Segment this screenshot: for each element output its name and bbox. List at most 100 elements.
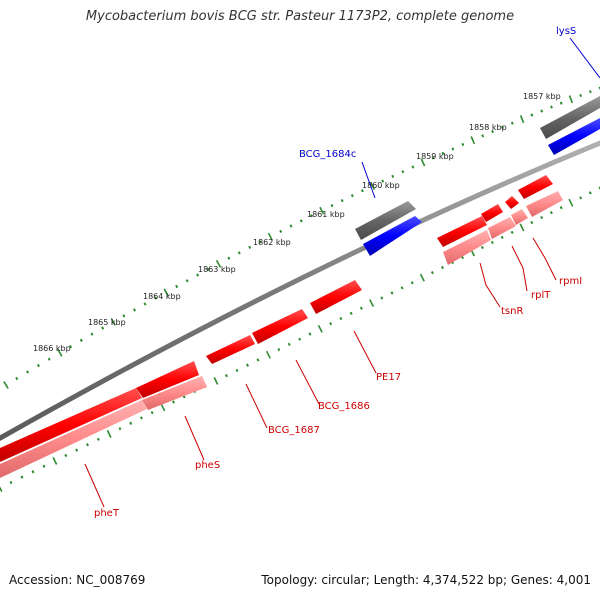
- cds-block-lysS-grey[interactable]: [540, 96, 600, 139]
- scale-label-1866-kbp: 1866 kbp: [33, 344, 71, 353]
- inner-scale-minor-tick: [588, 191, 592, 195]
- label-tsnR[interactable]: tsnR: [501, 306, 523, 317]
- cds-block-BCG_1684c-grey[interactable]: [355, 201, 416, 240]
- inner-scale-minor-tick: [540, 215, 544, 220]
- inner-scale-minor-tick: [410, 281, 414, 285]
- inner-scale-minor-tick: [172, 400, 175, 404]
- outer-scale-major-tick: [57, 348, 63, 357]
- outer-scale-major-tick: [163, 288, 169, 297]
- gene-pheS[interactable]: [142, 376, 207, 410]
- inner-scale-major-tick: [317, 324, 323, 333]
- outer-scale-major-tick: [267, 232, 273, 241]
- gene-rplT[interactable]: [488, 217, 516, 239]
- gene-infC[interactable]: [526, 191, 563, 217]
- cds-rplT[interactable]: [481, 204, 503, 222]
- outer-scale-minor-tick: [289, 224, 293, 228]
- outer-scale-minor-tick: [579, 93, 583, 98]
- label-pheS[interactable]: pheS: [195, 460, 220, 471]
- cds-pheS[interactable]: [136, 361, 199, 398]
- cds-infC[interactable]: [518, 175, 553, 199]
- label-PE17[interactable]: PE17: [376, 372, 401, 383]
- outer-scale-minor-tick: [36, 363, 40, 368]
- outer-scale-minor-tick: [588, 90, 592, 94]
- outer-scale-major-tick: [215, 259, 222, 268]
- reverse-strand-cds: [0, 175, 553, 462]
- outer-scale-minor-tick: [481, 134, 485, 138]
- cds-BCG_1686[interactable]: [252, 309, 308, 344]
- leader-tsnR: [479, 262, 501, 308]
- inner-scale-minor-tick: [235, 368, 239, 373]
- label-BCG_1687[interactable]: BCG_1687: [268, 425, 320, 436]
- inner-scale-minor-tick: [430, 271, 434, 275]
- outer-scale-minor-tick: [47, 357, 51, 361]
- scale-label-1857-kbp: 1857 kbp: [523, 92, 561, 101]
- inner-scale-minor-tick: [139, 416, 143, 420]
- inner-scale-minor-tick: [579, 196, 583, 200]
- scale-label-1861-kbp: 1861 kbp: [307, 210, 345, 219]
- inner-scale-major-tick: [106, 430, 112, 438]
- reverse-strand-genes: [0, 191, 563, 478]
- inner-scale-minor-tick: [441, 265, 444, 270]
- inner-scale-minor-tick: [75, 448, 79, 452]
- inner-scale-minor-tick: [287, 342, 291, 346]
- inner-scale-minor-tick: [549, 210, 553, 215]
- outer-scale-minor-tick: [154, 296, 158, 300]
- scale-label-1864-kbp: 1864 kbp: [143, 292, 181, 301]
- label-BCG_1684c[interactable]: BCG_1684c: [299, 149, 356, 160]
- leader-rpmI: [532, 237, 557, 281]
- inner-scale-ticks: [0, 186, 600, 492]
- inner-scale-minor-tick: [246, 363, 249, 367]
- outer-scale-minor-tick: [451, 147, 455, 151]
- outer-scale-minor-tick: [196, 273, 200, 277]
- cds-BCG_1687[interactable]: [206, 335, 255, 364]
- outer-scale-minor-tick: [79, 338, 83, 343]
- label-rpmI[interactable]: rpmI: [559, 276, 582, 287]
- inner-scale-minor-tick: [20, 475, 24, 479]
- cds-PE17[interactable]: [310, 280, 362, 314]
- gene-block-lysS-blue[interactable]: [548, 118, 600, 155]
- outer-scale-minor-tick: [559, 101, 563, 105]
- scale-label-1859-kbp: 1859 kbp: [416, 152, 454, 161]
- outer-scale-minor-tick: [491, 130, 495, 134]
- inner-scale-major-tick: [419, 273, 425, 282]
- outer-scale-major-tick: [319, 206, 325, 215]
- scale-label-1863-kbp: 1863 kbp: [198, 265, 236, 274]
- outer-scale-minor-tick: [143, 302, 147, 306]
- outer-scale-minor-tick: [248, 245, 252, 249]
- inner-scale-minor-tick: [42, 464, 46, 468]
- outer-scale-minor-tick: [461, 142, 465, 147]
- label-rplT[interactable]: rplT: [531, 290, 551, 301]
- outer-scale-minor-tick: [258, 240, 262, 244]
- scale-label-1865-kbp: 1865 kbp: [88, 318, 126, 327]
- outer-scale-major-tick: [420, 158, 426, 167]
- inner-scale-minor-tick: [150, 411, 154, 415]
- cds-pheT[interactable]: [0, 388, 142, 462]
- inner-scale-minor-tick: [480, 245, 484, 250]
- label-lysS[interactable]: lysS: [556, 26, 576, 37]
- label-BCG_1686[interactable]: BCG_1686: [318, 401, 370, 412]
- inner-scale-minor-tick: [298, 337, 302, 341]
- inner-scale-minor-tick: [500, 235, 504, 240]
- label-pheT[interactable]: pheT: [94, 508, 120, 519]
- gene-rpmI[interactable]: [511, 209, 528, 225]
- inner-scale-major-tick: [568, 198, 574, 207]
- leader-pheS: [184, 415, 205, 461]
- inner-scale-minor-tick: [510, 230, 514, 235]
- topology-label: Topology: circular; Length: 4,374,522 bp…: [261, 573, 591, 587]
- gene-pheT[interactable]: [0, 400, 147, 478]
- outer-scale-minor-tick: [540, 109, 544, 113]
- outer-scale-minor-tick: [227, 256, 231, 260]
- outer-scale-major-tick: [110, 318, 116, 326]
- cds-tsnR[interactable]: [437, 216, 487, 247]
- scale-label-1862-kbp: 1862 kbp: [253, 238, 291, 247]
- leader-BCG_1687: [245, 383, 268, 429]
- outer-scale-minor-tick: [350, 194, 354, 198]
- inner-scale-major-tick: [369, 299, 375, 308]
- gene-block-BCG_1684c-blue[interactable]: [363, 216, 422, 256]
- leader-PE17: [353, 330, 377, 374]
- inner-scale-minor-tick: [9, 480, 13, 485]
- gene-tsnR[interactable]: [443, 230, 491, 265]
- outer-scale-minor-tick: [500, 125, 504, 129]
- cds-rpmI[interactable]: [505, 196, 519, 209]
- outer-scale-minor-tick: [360, 189, 364, 193]
